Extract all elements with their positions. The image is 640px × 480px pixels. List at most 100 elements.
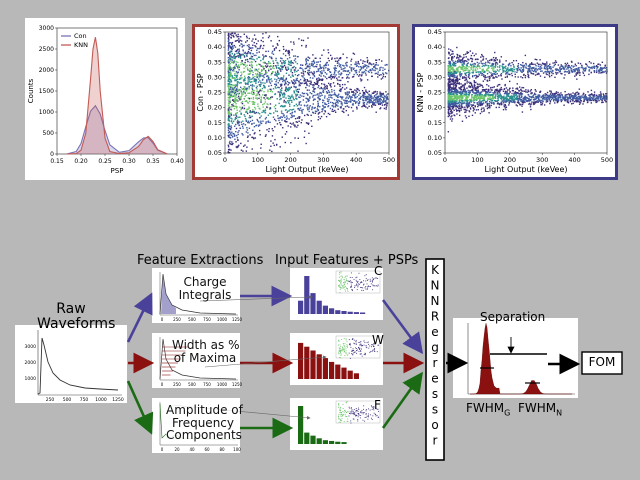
legend-entry-con: Con	[74, 32, 87, 40]
raw-xtick: 1250	[112, 397, 124, 403]
heatmap-xtick: 100	[471, 156, 483, 164]
raw-xtick: 250	[46, 397, 55, 403]
histogram-ytick: 3000	[39, 25, 54, 32]
heatmap-ytick: 0.35	[428, 58, 442, 66]
feature-xtick: 750	[203, 382, 211, 387]
input-panel-f	[290, 398, 383, 450]
input-bar	[353, 373, 359, 379]
heatmap-ytick: 0.25	[208, 89, 222, 97]
histogram-xtick: 0.25	[98, 158, 112, 165]
heatmap-ytick: 0.05	[208, 149, 222, 157]
histogram-ytick: 1500	[39, 88, 54, 95]
fom-label: FOM	[588, 355, 616, 369]
input-bar	[298, 406, 304, 444]
input-bar	[341, 367, 347, 379]
feature-xtick: 500	[188, 382, 196, 387]
input-bar	[353, 312, 359, 314]
input-bar	[304, 432, 310, 444]
heatmap-xtick: 0	[443, 156, 447, 164]
heatmap-ytick: 0.15	[208, 119, 222, 127]
histogram-xtick: 0.35	[146, 158, 160, 165]
input-bar	[341, 310, 347, 314]
knn-regressor-box	[425, 258, 445, 461]
heatmap-density	[447, 46, 608, 133]
input-features-heading: Input Features + PSPs	[275, 253, 419, 268]
heatmap-xtick: 300	[317, 156, 329, 164]
input-bar	[316, 438, 322, 444]
heatmap-ytick: 0.45	[208, 28, 222, 36]
feature-xtick: 0	[161, 382, 164, 387]
fwhm-n-label: FWHMN	[518, 401, 563, 418]
regressor-letter: r	[433, 356, 438, 370]
heatmap-ytick: 0.45	[428, 28, 442, 36]
feature-xtick: 250	[173, 382, 181, 387]
feature-xtick: 0	[161, 317, 164, 322]
fom-box	[581, 351, 623, 375]
input-bar	[329, 440, 335, 444]
regressor-letter: N	[431, 294, 440, 308]
heatmap-ytick: 0.20	[428, 104, 442, 112]
heatmap-ytick: 0.30	[428, 73, 442, 81]
input-bar	[316, 354, 322, 379]
input-bar	[347, 370, 353, 379]
histogram-xtick: 0.30	[122, 158, 136, 165]
heatmap-xlabel: Light Output (keVee)	[484, 165, 567, 174]
input-bar	[360, 312, 366, 314]
knn-psp-heatmap-chart: 0 100 200 300 400 500 0.05 0.10 0.15 0.20 0.25 0.30…	[416, 28, 613, 174]
histogram-ytick: 500	[43, 130, 55, 137]
heatmap-xtick: 200	[504, 156, 516, 164]
con-psp-heatmap-chart: 0 100 200 300 400 500 0.05 0.10 0.15 0.20 0.25 0.30…	[196, 28, 395, 174]
feature-xtick: 1250	[232, 382, 243, 387]
heatmap-ylabel: KNN - PSP	[416, 72, 425, 112]
heatmap-xtick: 400	[568, 156, 580, 164]
heatmap-ytick: 0.05	[428, 149, 442, 157]
mini-heatmap	[335, 400, 381, 424]
input-bar	[322, 358, 328, 379]
raw-waveform-plot: 250 500 750 1000 1250 1000 2000 3000	[15, 325, 127, 403]
input-bar	[310, 435, 316, 444]
regressor-letter: N	[431, 279, 440, 293]
regressor-letter: g	[431, 341, 439, 355]
histogram-line-knn	[66, 37, 168, 155]
feature-xtick: 1250	[232, 317, 243, 322]
legend-entry-knn: KNN	[74, 41, 88, 49]
heatmap-ytick: 0.40	[428, 43, 442, 51]
input-letter-w: W	[372, 333, 384, 347]
regressor-letter: s	[432, 403, 438, 417]
knn-psp-heatmap-panel: 0 100 200 300 400 500 0.05 0.10 0.15 0.20 0.25 0.30…	[412, 24, 618, 180]
histogram-xlabel: PSP	[111, 167, 124, 175]
feature-xtick: 250	[173, 317, 181, 322]
histogram-ytick: 0	[50, 151, 54, 158]
mini-heatmap	[335, 270, 381, 294]
feature-text-frequency: Amplitude of Frequency Components	[166, 403, 243, 443]
regressor-letter: e	[431, 325, 438, 339]
feature-xtick: 20	[174, 447, 180, 452]
con-psp-heatmap-panel: 0 100 200 300 400 500 0.05 0.10 0.15 0.20 0.25 0.30…	[192, 24, 400, 180]
feature-xtick: 750	[203, 317, 211, 322]
separation-label: Separation	[480, 310, 546, 324]
histogram-line-con	[66, 104, 168, 155]
histogram-ytick: 1000	[39, 109, 54, 116]
heatmap-ytick: 0.15	[428, 119, 442, 127]
regressor-letter: s	[432, 387, 438, 401]
raw-ytick: 3000	[25, 344, 37, 350]
regressor-letter: e	[431, 372, 438, 386]
separation-histogram	[453, 318, 578, 398]
input-bar	[347, 311, 353, 314]
input-bar	[335, 310, 341, 314]
input-bar	[322, 305, 328, 314]
input-panel-c	[290, 268, 383, 320]
input-letter-c: C	[374, 264, 383, 278]
input-panel-w	[290, 333, 383, 385]
histogram-xtick: 0.20	[74, 158, 88, 165]
regressor-letter: o	[431, 418, 438, 432]
input-bar	[298, 342, 304, 379]
feature-xtick: 1000	[217, 382, 228, 387]
raw-waveforms-label: Raw Waveforms	[37, 301, 116, 332]
histogram-xtick: 0.40	[170, 158, 184, 165]
input-bar	[298, 300, 304, 314]
feature-xtick: 40	[189, 447, 195, 452]
input-bar	[310, 293, 316, 314]
heatmap-xtick: 500	[601, 156, 613, 164]
